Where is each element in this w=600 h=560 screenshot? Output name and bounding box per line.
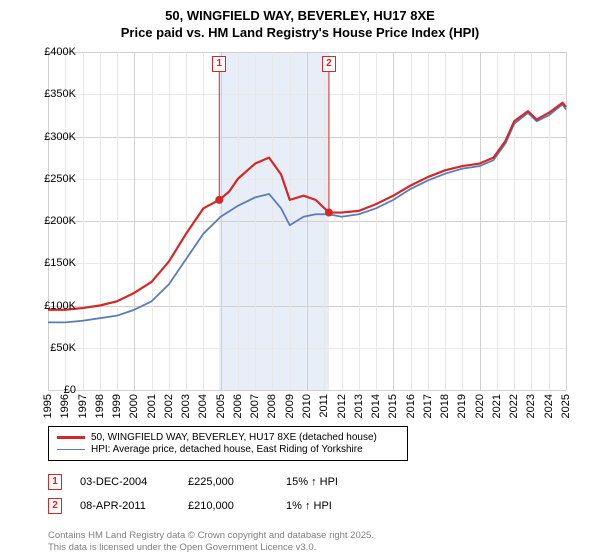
x-tick-label: 2009	[284, 394, 296, 418]
x-tick-label: 2008	[266, 394, 278, 418]
sale-row-2: 2 08-APR-2011 £210,000 1% ↑ HPI	[48, 498, 332, 514]
x-tick-label: 2007	[249, 394, 261, 418]
x-tick-label: 2012	[336, 394, 348, 418]
x-tick-label: 2015	[387, 394, 399, 418]
x-tick-label: 2001	[146, 394, 158, 418]
sale-delta-2: 1% ↑ HPI	[286, 500, 332, 512]
x-tick-label: 2016	[405, 394, 417, 418]
y-tick-label: £150K	[44, 257, 76, 269]
x-tick-label: 2022	[508, 394, 520, 418]
chart-area: 12	[48, 52, 566, 390]
x-tick-label: 1997	[77, 394, 89, 418]
legend-swatch-price	[57, 436, 85, 438]
sale-marker-1: 1	[48, 474, 62, 490]
x-tick-label: 2023	[525, 394, 537, 418]
title-line1: 50, WINGFIELD WAY, BEVERLEY, HU17 8XE	[0, 8, 600, 25]
y-tick-label: £350K	[44, 88, 76, 100]
x-tick-label: 2006	[232, 394, 244, 418]
x-tick-label: 2025	[560, 394, 572, 418]
sale-price-1: £225,000	[188, 476, 268, 488]
legend-label-price: 50, WINGFIELD WAY, BEVERLEY, HU17 8XE (d…	[91, 432, 377, 443]
y-tick-label: £50K	[50, 342, 76, 354]
y-tick-label: £100K	[44, 300, 76, 312]
x-tick-label: 2019	[456, 394, 468, 418]
legend-row-hpi: HPI: Average price, detached house, East…	[57, 444, 399, 455]
title-line2: Price paid vs. HM Land Registry's House …	[0, 25, 600, 42]
chart-title: 50, WINGFIELD WAY, BEVERLEY, HU17 8XE Pr…	[0, 0, 600, 42]
x-tick-label: 1998	[94, 394, 106, 418]
x-tick-label: 2014	[370, 394, 382, 418]
x-tick-label: 2010	[301, 394, 313, 418]
x-tick-label: 2024	[543, 394, 555, 418]
x-tick-label: 2013	[353, 394, 365, 418]
x-tick-label: 2021	[491, 394, 503, 418]
x-tick-label: 1995	[42, 394, 54, 418]
y-tick-label: £200K	[44, 215, 76, 227]
x-tick-label: 2000	[128, 394, 140, 418]
y-tick-label: £400K	[44, 46, 76, 58]
y-tick-label: £300K	[44, 131, 76, 143]
y-tick-label: £250K	[44, 173, 76, 185]
x-tick-label: 2003	[180, 394, 192, 418]
x-tick-label: 2011	[318, 394, 330, 418]
legend: 50, WINGFIELD WAY, BEVERLEY, HU17 8XE (d…	[48, 426, 408, 461]
plot-svg	[48, 52, 566, 390]
x-tick-label: 2002	[163, 394, 175, 418]
x-tick-label: 2005	[215, 394, 227, 418]
footer-line1: Contains HM Land Registry data © Crown c…	[48, 530, 374, 542]
x-tick-label: 2004	[197, 394, 209, 418]
chart-sale-marker: 1	[212, 56, 226, 72]
sale-date-1: 03-DEC-2004	[80, 476, 170, 488]
x-tick-label: 1999	[111, 394, 123, 418]
x-tick-label: 1996	[59, 394, 71, 418]
x-tick-label: 2017	[422, 394, 434, 418]
sale-row-1: 1 03-DEC-2004 £225,000 15% ↑ HPI	[48, 474, 338, 490]
sale-price-2: £210,000	[188, 500, 268, 512]
footer-line2: This data is licensed under the Open Gov…	[48, 542, 374, 554]
legend-label-hpi: HPI: Average price, detached house, East…	[91, 444, 363, 455]
legend-swatch-hpi	[57, 449, 85, 451]
sale-marker-2: 2	[48, 498, 62, 514]
sale-date-2: 08-APR-2011	[80, 500, 170, 512]
footer: Contains HM Land Registry data © Crown c…	[48, 530, 374, 554]
sale-delta-1: 15% ↑ HPI	[286, 476, 338, 488]
x-tick-label: 2020	[474, 394, 486, 418]
legend-row-price: 50, WINGFIELD WAY, BEVERLEY, HU17 8XE (d…	[57, 432, 399, 443]
x-tick-label: 2018	[439, 394, 451, 418]
chart-sale-marker: 2	[322, 56, 336, 72]
